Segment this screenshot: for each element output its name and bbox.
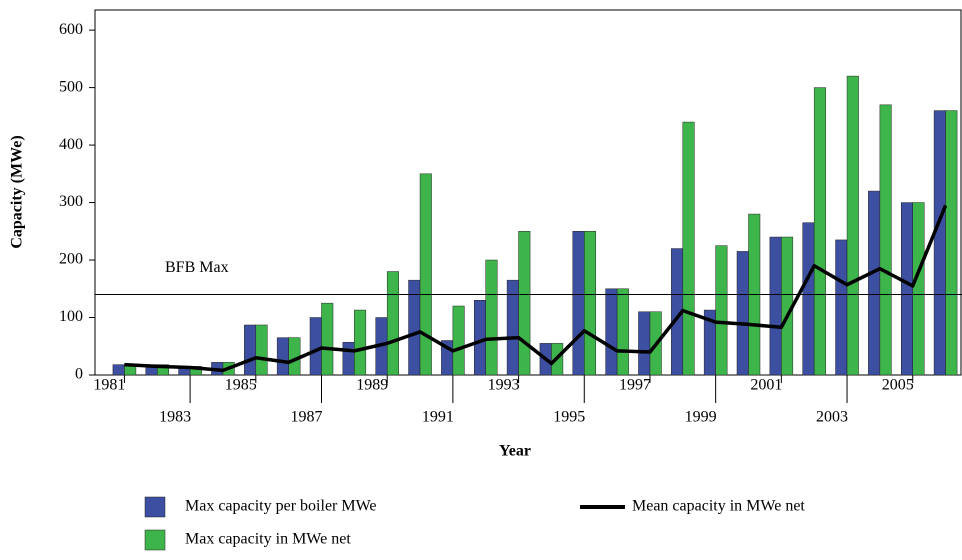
bar — [835, 239, 848, 376]
y-tick-label: 100 — [59, 308, 83, 325]
bar — [945, 110, 958, 376]
legend-swatch — [144, 496, 166, 518]
bar — [736, 251, 749, 376]
bar — [244, 324, 257, 376]
bar — [769, 236, 782, 376]
x-tick-label: 1999 — [685, 409, 717, 426]
x-tick-label: 2001 — [750, 377, 782, 394]
bar — [452, 305, 465, 376]
x-tick-label: 1981 — [93, 377, 125, 394]
bar — [879, 104, 892, 376]
bar — [846, 75, 859, 376]
y-tick-label: 200 — [59, 251, 83, 268]
bar — [255, 324, 268, 376]
x-axis-label: Year — [499, 443, 531, 460]
bar — [309, 317, 322, 376]
bar — [682, 121, 695, 376]
bar — [912, 202, 925, 376]
legend-swatch — [144, 529, 166, 551]
y-tick-label: 0 — [75, 366, 83, 383]
x-tick-label: 1989 — [356, 377, 388, 394]
legend-label: Max capacity per boiler MWe — [185, 498, 377, 515]
x-tick-label: 2003 — [816, 409, 848, 426]
bar — [342, 341, 355, 376]
bar — [584, 231, 597, 376]
x-tick-label: 1985 — [225, 377, 257, 394]
bar — [616, 288, 629, 376]
bar — [157, 364, 170, 376]
bar — [802, 222, 815, 376]
legend-label: Max capacity in MWe net — [185, 531, 351, 548]
bar — [605, 288, 618, 376]
bar — [715, 245, 728, 376]
bar — [572, 231, 585, 376]
bar — [485, 259, 498, 376]
y-axis-label: Capacity (MWe) — [9, 135, 26, 248]
bar — [473, 300, 486, 376]
bar — [112, 364, 125, 376]
y-tick-label: 500 — [59, 78, 83, 95]
x-tick-label: 1991 — [422, 409, 454, 426]
bar — [321, 302, 334, 376]
y-tick-label: 300 — [59, 193, 83, 210]
bar — [933, 110, 946, 376]
bar — [276, 337, 289, 376]
bar — [518, 231, 531, 376]
bar — [354, 309, 367, 376]
bar — [386, 271, 399, 376]
bar — [638, 311, 651, 376]
legend-label: Mean capacity in MWe net — [632, 498, 805, 515]
mean-line — [124, 204, 948, 373]
y-tick-label: 600 — [59, 21, 83, 38]
bar — [900, 202, 913, 376]
bar — [419, 173, 432, 376]
y-tick-label: 400 — [59, 136, 83, 153]
x-tick-label: 1993 — [488, 377, 520, 394]
x-tick-label: 2005 — [882, 377, 914, 394]
reference-label: BFB Max — [165, 259, 229, 276]
x-tick-label: 1987 — [291, 409, 323, 426]
x-tick-label: 1997 — [619, 377, 651, 394]
x-tick-label: 1995 — [553, 409, 585, 426]
bar — [868, 190, 881, 376]
bar — [813, 87, 826, 376]
x-tick-label: 1983 — [159, 409, 191, 426]
